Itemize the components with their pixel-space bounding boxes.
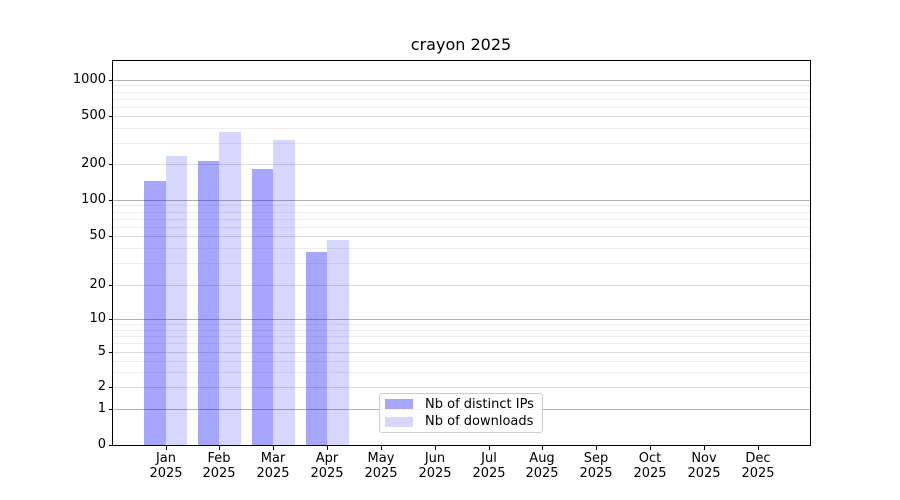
x-tick-label-sep: Sep 2025 [579, 451, 613, 481]
x-tick [650, 446, 651, 450]
minor-gridline [113, 324, 810, 325]
x-tick [435, 446, 436, 450]
x-tick [273, 446, 274, 450]
y-tick [109, 200, 113, 201]
minor-gridline [113, 128, 810, 129]
legend-swatch-downloads [385, 416, 413, 427]
axis-spine-bottom [112, 445, 811, 446]
x-tick-label-may: May 2025 [364, 451, 398, 481]
minor-gridline [113, 372, 810, 373]
x-tick-label-nov: Nov 2025 [687, 451, 721, 481]
axis-spine-top [112, 60, 811, 61]
y-tick-label: 5 [97, 344, 106, 359]
sub-gridline [113, 236, 810, 237]
y-tick-label: 1 [97, 401, 106, 416]
y-tick-label: 1000 [72, 72, 106, 87]
major-gridline [113, 80, 810, 81]
minor-gridline [113, 336, 810, 337]
sub-gridline [113, 116, 810, 117]
y-tick [109, 236, 113, 237]
bar-jan-distinct-ips [144, 181, 166, 445]
minor-gridline [113, 143, 810, 144]
y-tick [109, 319, 113, 320]
minor-gridline [113, 99, 810, 100]
legend-swatch-distinct-ips [385, 399, 413, 410]
x-tick [542, 446, 543, 450]
x-tick-label-jan: Jan 2025 [149, 451, 183, 481]
y-tick [109, 285, 113, 286]
y-tick-label: 50 [89, 228, 106, 243]
axis-spine-left [112, 60, 113, 446]
x-tick-label-jul: Jul 2025 [472, 451, 506, 481]
x-tick [327, 446, 328, 450]
y-tick [109, 164, 113, 165]
minor-gridline [113, 219, 810, 220]
y-tick [109, 116, 113, 117]
bar-jan-downloads [165, 155, 187, 445]
bar-mar-downloads [273, 140, 295, 445]
x-tick-label-mar: Mar 2025 [256, 451, 290, 481]
y-tick [109, 387, 113, 388]
sub-gridline [113, 352, 810, 353]
minor-gridline [113, 248, 810, 249]
axis-spine-right [810, 60, 811, 446]
sub-gridline [113, 285, 810, 286]
major-gridline [113, 319, 810, 320]
x-tick [704, 446, 705, 450]
plot-area [113, 60, 810, 445]
y-tick [109, 445, 113, 446]
minor-gridline [113, 92, 810, 93]
legend-label-downloads: Nb of downloads [425, 414, 534, 430]
chart-legend: Nb of distinct IPs Nb of downloads [379, 393, 543, 433]
major-gridline [113, 200, 810, 201]
legend-label-distinct-ips: Nb of distinct IPs [425, 396, 534, 412]
x-tick [489, 446, 490, 450]
y-tick-label: 20 [89, 277, 106, 292]
x-tick-label-feb: Feb 2025 [202, 451, 236, 481]
minor-gridline [113, 227, 810, 228]
x-tick-label-aug: Aug 2025 [525, 451, 559, 481]
sub-gridline [113, 164, 810, 165]
bar-feb-downloads [219, 132, 241, 445]
y-tick-label: 0 [97, 437, 106, 452]
bar-apr-distinct-ips [305, 251, 328, 445]
chart-title: crayon 2025 [410, 35, 512, 54]
bar-mar-distinct-ips [251, 168, 274, 445]
y-tick-label: 2 [97, 379, 106, 394]
y-tick [109, 352, 113, 353]
y-tick-label: 100 [81, 192, 106, 207]
x-tick [758, 446, 759, 450]
x-tick [596, 446, 597, 450]
x-tick [219, 446, 220, 450]
minor-gridline [113, 263, 810, 264]
x-tick-label-oct: Oct 2025 [633, 451, 667, 481]
minor-gridline [113, 107, 810, 108]
x-tick-label-apr: Apr 2025 [310, 451, 344, 481]
minor-gridline [113, 85, 810, 86]
x-tick-label-jun: Jun 2025 [418, 451, 452, 481]
y-tick-label: 200 [81, 156, 106, 171]
sub-gridline [113, 387, 810, 388]
y-tick [109, 409, 113, 410]
x-tick-label-dec: Dec 2025 [741, 451, 775, 481]
y-tick-label: 10 [89, 311, 106, 326]
minor-gridline [113, 361, 810, 362]
legend-item-distinct-ips: Nb of distinct IPs [385, 397, 542, 412]
legend-item-downloads: Nb of downloads [385, 414, 542, 429]
y-tick [109, 80, 113, 81]
bar-apr-downloads [327, 240, 349, 445]
x-tick [381, 446, 382, 450]
minor-gridline [113, 205, 810, 206]
y-tick-label: 500 [81, 108, 106, 123]
bar-feb-distinct-ips [197, 161, 220, 445]
minor-gridline [113, 212, 810, 213]
minor-gridline [113, 343, 810, 344]
x-tick [166, 446, 167, 450]
minor-gridline [113, 330, 810, 331]
